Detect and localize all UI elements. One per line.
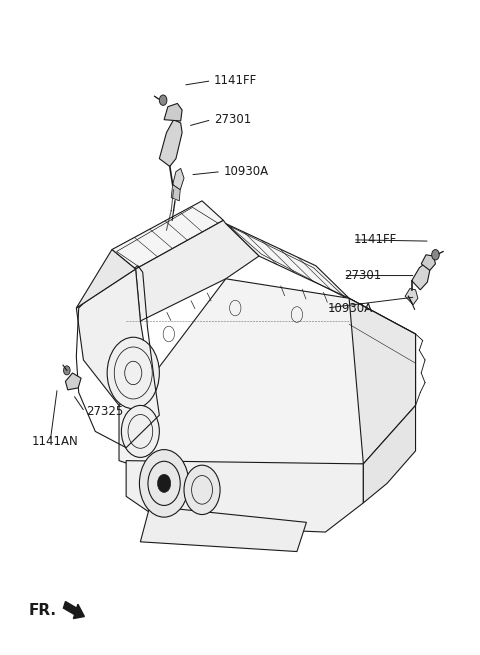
Polygon shape — [164, 103, 182, 121]
Polygon shape — [126, 460, 363, 532]
Polygon shape — [140, 506, 306, 552]
Text: 1141FF: 1141FF — [354, 233, 397, 246]
Circle shape — [432, 250, 439, 260]
Polygon shape — [173, 168, 184, 190]
Polygon shape — [421, 255, 435, 271]
Polygon shape — [119, 279, 416, 483]
Polygon shape — [76, 269, 150, 405]
Polygon shape — [159, 120, 182, 166]
Circle shape — [121, 405, 159, 457]
Text: 1141AN: 1141AN — [31, 435, 78, 447]
Polygon shape — [349, 298, 416, 464]
Polygon shape — [171, 185, 180, 201]
Polygon shape — [112, 201, 223, 269]
Text: 10930A: 10930A — [223, 165, 268, 178]
Polygon shape — [412, 263, 430, 290]
Circle shape — [184, 465, 220, 515]
Polygon shape — [136, 220, 259, 321]
Polygon shape — [363, 405, 416, 503]
Circle shape — [63, 365, 70, 375]
FancyArrow shape — [63, 601, 84, 618]
Circle shape — [157, 474, 171, 493]
Text: 1141FF: 1141FF — [214, 74, 257, 87]
Polygon shape — [76, 250, 136, 308]
Text: 27325: 27325 — [86, 405, 123, 419]
Polygon shape — [405, 289, 418, 305]
Circle shape — [139, 449, 189, 517]
Circle shape — [107, 337, 159, 409]
Circle shape — [159, 95, 167, 105]
Text: 27301: 27301 — [344, 269, 382, 282]
Text: 10930A: 10930A — [328, 301, 373, 314]
Text: FR.: FR. — [29, 603, 57, 618]
Polygon shape — [65, 373, 81, 390]
Polygon shape — [226, 223, 349, 298]
Text: 27301: 27301 — [214, 113, 251, 126]
